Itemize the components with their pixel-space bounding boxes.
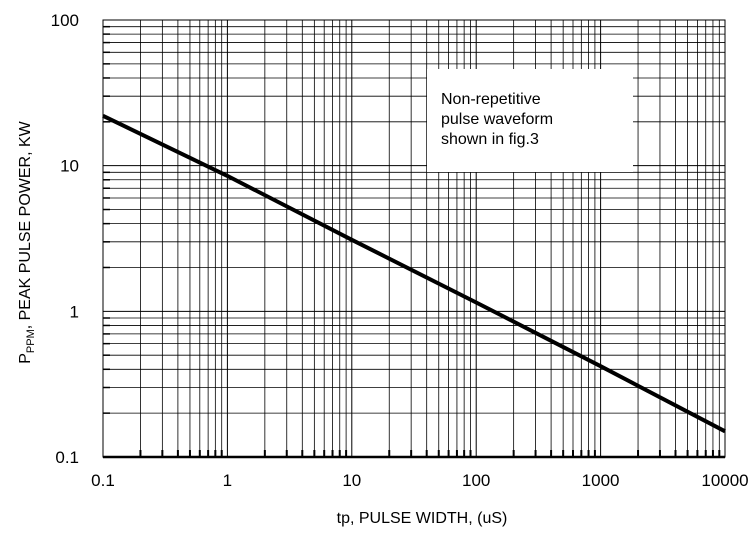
x-tick-label: 10	[342, 471, 361, 490]
series-group	[102, 113, 726, 434]
x-tick-label: 1	[223, 471, 232, 490]
y-tick-labels: 0.1 1 10 100	[51, 11, 79, 467]
x-tick-labels: 0.1 1 10 100 1000 10000	[91, 471, 748, 490]
x-tick-label: 0.1	[91, 471, 115, 490]
annotation-line: pulse waveform	[441, 111, 553, 128]
y-axis-label: PPPM, PEAK PULSE POWER, KW	[17, 120, 37, 363]
x-tick-label: 10000	[701, 471, 748, 490]
y-tick-label: 0.1	[55, 448, 79, 467]
series-line	[102, 113, 726, 434]
annotation-line: shown in fig.3	[441, 131, 539, 148]
annotation-line: Non-repetitive	[441, 91, 541, 108]
x-tick-label: 100	[462, 471, 490, 490]
x-tick-label: 1000	[582, 471, 620, 490]
plot-frame	[102, 19, 726, 458]
y-axis-label-main: P	[17, 353, 34, 364]
y-axis-label-rest: , PEAK PULSE POWER, KW	[17, 120, 34, 329]
annotation: Non-repetitive pulse waveform shown in f…	[427, 69, 633, 172]
y-tick-label: 10	[60, 157, 79, 176]
y-tick-label: 100	[51, 11, 79, 30]
x-axis-label: tp, PULSE WIDTH, (uS)	[337, 510, 508, 527]
annotation-box	[427, 69, 633, 172]
y-axis-label-subscript: PPM	[25, 329, 37, 353]
y-tick-label: 1	[70, 302, 79, 321]
